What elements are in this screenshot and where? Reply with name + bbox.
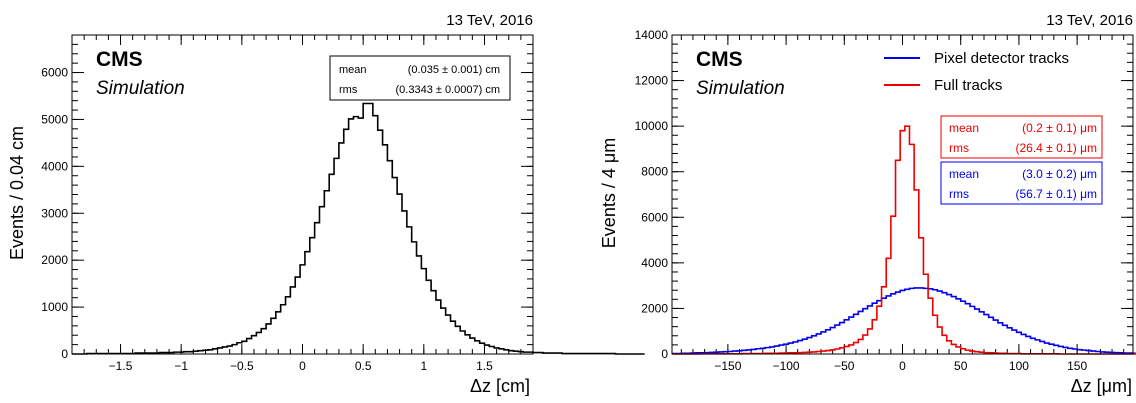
stats-rms-label: rms xyxy=(339,84,358,96)
stats-box-full-tracks: mean (0.2 ± 0.1) μm rms (26.4 ± 0.1) μm xyxy=(940,115,1103,159)
x-tick-label: 0.5 xyxy=(355,359,372,373)
tick-labels: −150 −100 −50 0 50 100 150 0 2000 4000 6000 8000 100… xyxy=(635,28,1088,373)
stats-mean-label: mean xyxy=(949,167,979,181)
plot-frame xyxy=(71,34,534,355)
x-axis-label: Δz [μm] xyxy=(1071,376,1132,396)
y-tick-label: 10000 xyxy=(635,119,669,133)
stats-mean-value: (0.2 ± 0.1) μm xyxy=(1022,121,1097,135)
y-tick-label: 4000 xyxy=(41,159,68,173)
y-tick-label: 14000 xyxy=(635,28,669,42)
stats-box-frame xyxy=(329,55,511,101)
y-tick-label: 6000 xyxy=(641,210,668,224)
plot-frame xyxy=(671,34,1134,355)
cms-label: CMS xyxy=(96,48,143,71)
y-tick-label: 8000 xyxy=(641,165,668,179)
y-tick-label: 0 xyxy=(661,347,668,361)
histogram-line-pixel-tracks xyxy=(672,287,1136,355)
y-tick-label: 3000 xyxy=(41,206,68,220)
legend-label-pixel-tracks: Pixel detector tracks xyxy=(934,50,1069,67)
x-tick-label: −1.5 xyxy=(109,359,133,373)
cms-label: CMS xyxy=(696,48,743,71)
stats-mean-value: (3.0 ± 0.2) μm xyxy=(1022,167,1097,181)
x-tick-label: −150 xyxy=(714,359,741,373)
stats-box: mean (0.035 ± 0.001) cm rms (0.3343 ± 0.… xyxy=(329,55,511,101)
energy-label: 13 TeV, 2016 xyxy=(1046,12,1133,29)
histogram-line-full-tracks xyxy=(672,125,1136,355)
x-tick-label: 1.5 xyxy=(476,359,493,373)
legend-label-full-tracks: Full tracks xyxy=(934,77,1002,94)
x-tick-label: 0 xyxy=(299,359,306,373)
stats-mean-value: (0.035 ± 0.001) cm xyxy=(408,64,500,76)
stats-rms-value: (26.4 ± 0.1) μm xyxy=(1015,141,1097,155)
stats-rms-label: rms xyxy=(949,141,969,155)
axis-ticks xyxy=(72,34,534,355)
x-tick-label: −100 xyxy=(773,359,800,373)
histogram-line xyxy=(72,102,645,355)
tick-labels: −1.5 −1 −0.5 0 0.5 1 1.5 0 1000 2000 3000 4000 5000 6… xyxy=(41,66,493,373)
x-tick-label: 1 xyxy=(420,359,427,373)
legend: Pixel detector tracks Full tracks xyxy=(884,50,1069,94)
y-tick-label: 1000 xyxy=(41,300,68,314)
y-axis-label: Events / 4 μm xyxy=(599,138,619,248)
simulation-label: Simulation xyxy=(696,78,785,99)
y-axis-label: Events / 0.04 cm xyxy=(7,126,27,260)
y-tick-label: 12000 xyxy=(635,74,669,88)
simulation-label: Simulation xyxy=(96,78,185,99)
right-histogram-panel: 13 TeV, 2016 −150 −100 −50 0 50 100 150 0 2000 40… xyxy=(599,12,1136,396)
stats-rms-value: (0.3343 ± 0.0007) cm xyxy=(396,84,500,96)
stats-box-frame xyxy=(940,115,1103,159)
x-tick-label: 0 xyxy=(899,359,906,373)
x-tick-label: −1 xyxy=(174,359,188,373)
stats-mean-label: mean xyxy=(339,64,367,76)
x-tick-label: 100 xyxy=(1009,359,1029,373)
y-tick-label: 2000 xyxy=(41,253,68,267)
stats-box-pixel-tracks: mean (3.0 ± 0.2) μm rms (56.7 ± 0.1) μm xyxy=(940,161,1103,205)
x-tick-label: −0.5 xyxy=(230,359,254,373)
stats-rms-value: (56.7 ± 0.1) μm xyxy=(1015,187,1097,201)
left-histogram-panel: 13 TeV, 2016 −1.5 −1 −0.5 0 0.5 1 1.5 0 1000 2000… xyxy=(7,12,645,396)
stats-box-frame xyxy=(940,161,1103,205)
y-tick-label: 5000 xyxy=(41,112,68,126)
x-tick-label: 50 xyxy=(954,359,968,373)
x-tick-label: 150 xyxy=(1067,359,1087,373)
energy-label: 13 TeV, 2016 xyxy=(446,12,533,29)
x-axis-label: Δz [cm] xyxy=(470,376,530,396)
stats-mean-label: mean xyxy=(949,121,979,135)
y-tick-label: 2000 xyxy=(641,301,668,315)
y-tick-label: 4000 xyxy=(641,256,668,270)
stats-rms-label: rms xyxy=(949,187,969,201)
y-tick-label: 0 xyxy=(61,347,68,361)
y-tick-label: 6000 xyxy=(41,66,68,80)
x-tick-label: −50 xyxy=(834,359,855,373)
